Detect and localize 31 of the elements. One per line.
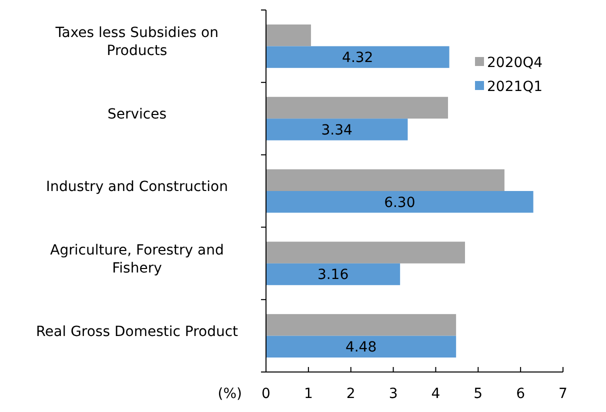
y-tick-label: Industry and Construction — [46, 179, 228, 195]
bar — [266, 336, 456, 358]
x-tick-label: 7 — [558, 386, 568, 402]
y-tick-label: Agriculture, Forestry and Fishery — [50, 242, 224, 276]
x-tick-label: 2 — [346, 386, 356, 402]
x-tick-label: 5 — [474, 386, 483, 402]
bar — [266, 46, 450, 68]
data-label: 3.16 — [317, 267, 349, 284]
y-tick-label: Real Gross Domestic Product — [36, 324, 239, 340]
x-tick-label: 1 — [304, 386, 313, 402]
y-tick-label: Taxes less Subsidies on Products — [54, 25, 218, 60]
x-tick-label: 6 — [516, 386, 526, 402]
x-tick-label: 0 — [262, 386, 270, 402]
bar — [266, 96, 448, 119]
x-axis-title: (%) — [218, 386, 242, 402]
data-label: 3.34 — [321, 122, 353, 138]
bar — [266, 191, 534, 213]
data-label: 4.48 — [345, 340, 377, 356]
bar — [266, 169, 504, 191]
bar — [266, 24, 311, 46]
legend-label: 2020Q4 — [487, 54, 543, 71]
y-tick-label: Services — [107, 106, 167, 123]
bar — [266, 314, 456, 336]
x-tick-label: 3 — [388, 386, 398, 402]
legend-label: 2021Q1 — [487, 78, 543, 95]
bar — [266, 242, 465, 264]
x-tick-label: 4 — [431, 386, 440, 402]
data-label: 6.30 — [384, 194, 416, 211]
bar — [266, 263, 400, 286]
data-label: 4.32 — [342, 50, 374, 66]
bar — [266, 118, 408, 140]
